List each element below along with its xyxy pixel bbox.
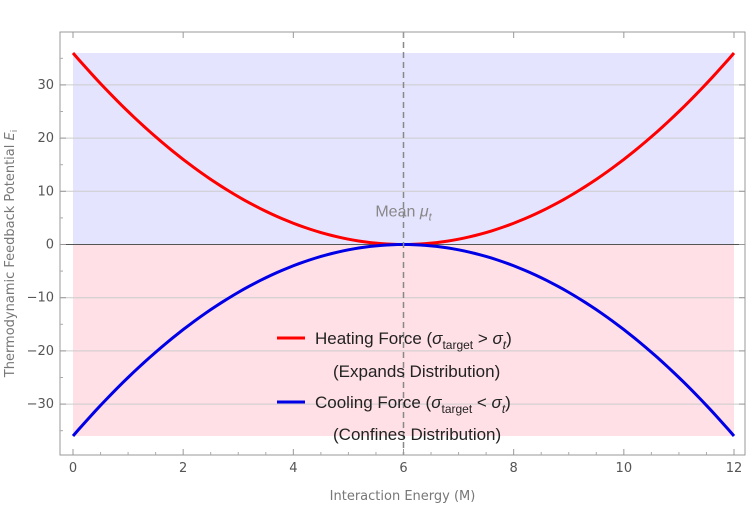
x-tick-label: 6 bbox=[399, 461, 407, 476]
x-axis-label: Interaction Energy (M) bbox=[330, 489, 476, 504]
x-tick-label: 0 bbox=[69, 461, 77, 476]
legend-label-cooling: Cooling Force (σtarget < σt) bbox=[315, 393, 511, 416]
plot-border bbox=[59, 31, 746, 456]
y-axis-ticks: −30 −20 −10 0 10 20 30 bbox=[27, 57, 745, 432]
y-axis-label: Thermodynamic Feedback Potential Ei bbox=[3, 130, 20, 378]
x-tick-label: 4 bbox=[289, 461, 297, 476]
x-tick-label: 2 bbox=[179, 461, 187, 476]
x-tick-label: 10 bbox=[616, 461, 633, 476]
gridlines bbox=[60, 84, 745, 405]
plot-frame bbox=[59, 31, 746, 456]
x-axis-ticks: 0 2 4 6 8 10 12 bbox=[69, 32, 742, 476]
legend-note-heating: (Expands Distribution) bbox=[333, 362, 500, 381]
y-tick-label: 0 bbox=[46, 238, 54, 253]
legend-label-heating: Heating Force (σtarget > σt) bbox=[315, 329, 512, 352]
y-tick-label: −30 bbox=[27, 397, 54, 412]
x-tick-label: 12 bbox=[726, 461, 743, 476]
x-tick-label: 8 bbox=[510, 461, 518, 476]
y-tick-label: 10 bbox=[37, 184, 54, 199]
legend: Heating Force (σtarget > σt) (Expands Di… bbox=[277, 329, 512, 444]
y-tick-label: 30 bbox=[37, 78, 54, 93]
y-tick-label: 20 bbox=[37, 131, 54, 146]
mean-annotation: Mean μt bbox=[375, 204, 432, 224]
y-tick-label: −20 bbox=[27, 344, 54, 359]
legend-note-cooling: (Confines Distribution) bbox=[333, 425, 501, 444]
y-tick-label: −10 bbox=[27, 291, 54, 306]
